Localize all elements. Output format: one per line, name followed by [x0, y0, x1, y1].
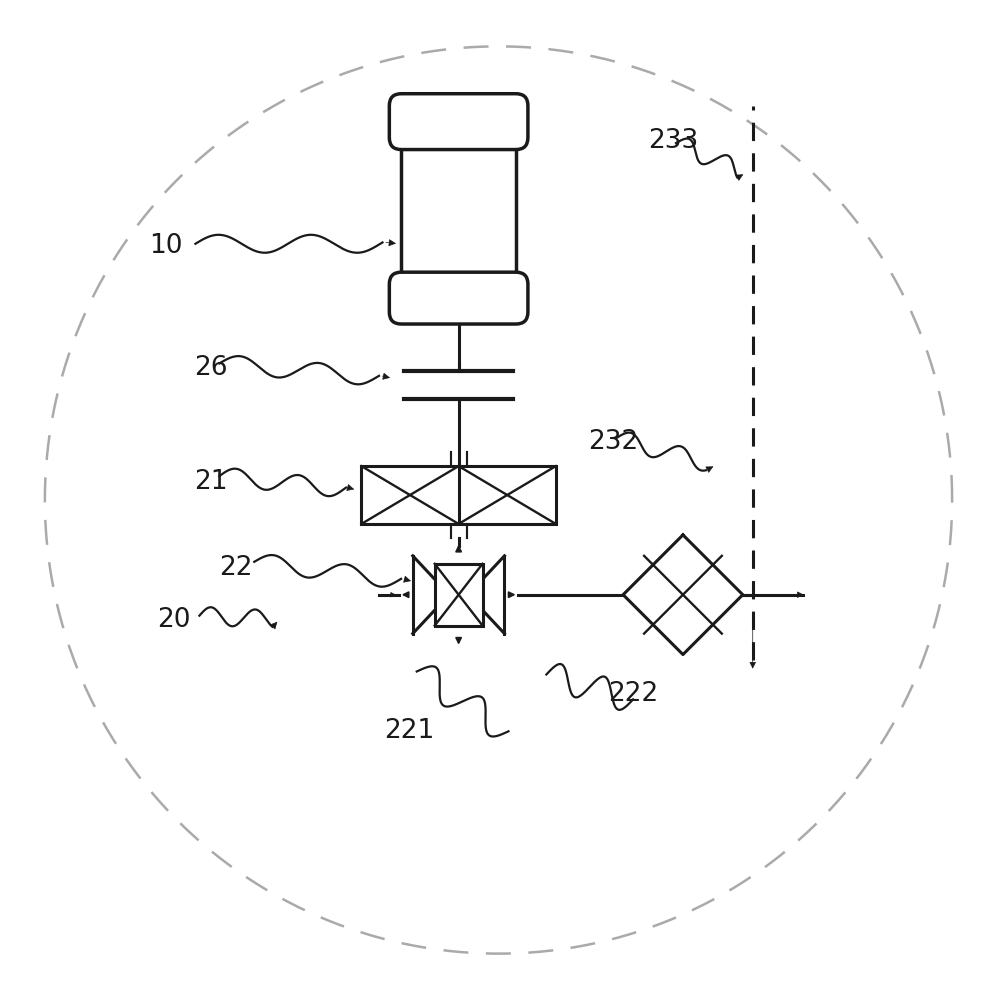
Text: 21: 21	[194, 469, 228, 495]
FancyBboxPatch shape	[389, 272, 528, 324]
FancyBboxPatch shape	[389, 94, 528, 150]
Text: 221: 221	[384, 718, 434, 744]
Text: 20: 20	[158, 607, 191, 633]
Bar	[401, 134, 516, 288]
Text: 222: 222	[608, 681, 658, 707]
Bar	[435, 564, 483, 626]
Bar	[361, 466, 556, 524]
Text: 233: 233	[648, 128, 698, 154]
Text: 26: 26	[194, 355, 228, 381]
Text: 22: 22	[219, 555, 253, 581]
Text: 10: 10	[150, 233, 183, 259]
Text: 232: 232	[588, 429, 638, 455]
